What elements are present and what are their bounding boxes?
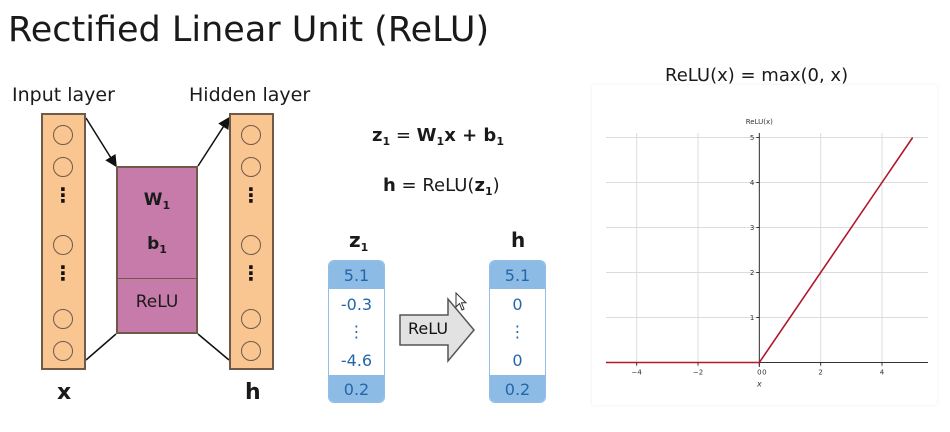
arrow-weights-to-hidden [197, 116, 230, 167]
z-vector: 5.1 -0.3 ⋮ -4.6 0.2 [328, 260, 385, 403]
h-value: 0 [512, 295, 523, 314]
input-neuron [53, 157, 73, 177]
chart-title: ReLU(x) [746, 118, 773, 126]
x-tick-label: 2 [818, 369, 822, 377]
weight-label: W1 [143, 190, 171, 212]
y-tick-label: 5 [750, 134, 754, 142]
y-tick-label: 4 [750, 179, 755, 187]
relu-chart-panel: −4 −2 0 2 4 1 2 3 4 5 0 ReLU(x) x [592, 85, 937, 405]
h-vector-label: h [511, 228, 526, 252]
z-value: -0.3 [340, 295, 373, 314]
hidden-neuron [241, 341, 261, 361]
relu-function-label: ReLU(x) = max(0, x) [665, 65, 849, 86]
input-symbol: x [57, 380, 72, 405]
z-value: 0.2 [343, 380, 370, 399]
input-layer-label: Input layer [12, 84, 115, 106]
y-tick-label: 1 [750, 314, 754, 322]
linear-equation: z1 = W1x + b1 [372, 125, 504, 148]
hidden-neuron [241, 235, 261, 255]
hidden-layer-column: ⋮ ⋮ [229, 113, 274, 370]
weights-block: W1 b1 ReLU [116, 166, 198, 334]
input-ellipsis: ⋮ [53, 183, 73, 207]
x-tick-label: −2 [693, 369, 703, 377]
h-value: 0.2 [504, 380, 531, 399]
input-layer-column: ⋮ ⋮ [41, 113, 86, 370]
input-neuron [53, 235, 73, 255]
z-vector-bottom-band [329, 375, 384, 402]
relu-chart: −4 −2 0 2 4 1 2 3 4 5 0 ReLU(x) x [606, 118, 928, 389]
arrow-hidden-bottom [197, 333, 230, 361]
activation-label: ReLU [135, 292, 179, 312]
h-value: ⋮ [509, 322, 526, 341]
h-value: 0 [512, 351, 523, 370]
arrow-input-bottom [85, 333, 117, 361]
x-tick-label: 4 [880, 369, 885, 377]
activation-equation: h = ReLU(z1) [383, 175, 500, 198]
relu-arrow-label: ReLU [407, 319, 449, 338]
slide-title: Rectified Linear Unit (ReLU) [8, 10, 490, 50]
hidden-ellipsis: ⋮ [241, 183, 261, 207]
hidden-neuron [241, 125, 261, 145]
input-ellipsis: ⋮ [53, 261, 73, 285]
hidden-neuron [241, 157, 261, 177]
connection-arrows [85, 116, 230, 361]
z-vector-top-band [329, 261, 384, 289]
relu-series-line [606, 137, 914, 364]
h-vector: 5.1 0 ⋮ 0 0.2 [489, 260, 546, 403]
mouse-cursor-icon [455, 292, 468, 311]
relu-arrow [399, 296, 475, 364]
y-tick-label: 2 [750, 269, 754, 277]
input-neuron [53, 341, 73, 361]
block-divider [118, 278, 196, 279]
hidden-ellipsis: ⋮ [241, 261, 261, 285]
input-neuron [53, 309, 73, 329]
h-vector-bottom-band [490, 375, 545, 402]
arrow-input-to-weights [85, 117, 117, 168]
x-tick-label: 0 [762, 369, 766, 377]
x-axis-label: x [756, 380, 762, 389]
z-value: 5.1 [343, 266, 370, 285]
x-tick-label: 0 [757, 369, 761, 377]
x-tick-label: −4 [632, 369, 643, 377]
hidden-symbol: h [245, 380, 261, 405]
h-vector-top-band [490, 261, 545, 289]
hidden-layer-label: Hidden layer [189, 84, 311, 106]
hidden-neuron [241, 309, 261, 329]
h-value: 5.1 [504, 266, 531, 285]
input-neuron [53, 125, 73, 145]
z-value: ⋮ [348, 322, 365, 341]
z-value: -4.6 [340, 351, 373, 370]
y-tick-label: 3 [750, 224, 754, 232]
bias-label: b1 [147, 234, 167, 256]
z-vector-label: z1 [349, 228, 369, 254]
